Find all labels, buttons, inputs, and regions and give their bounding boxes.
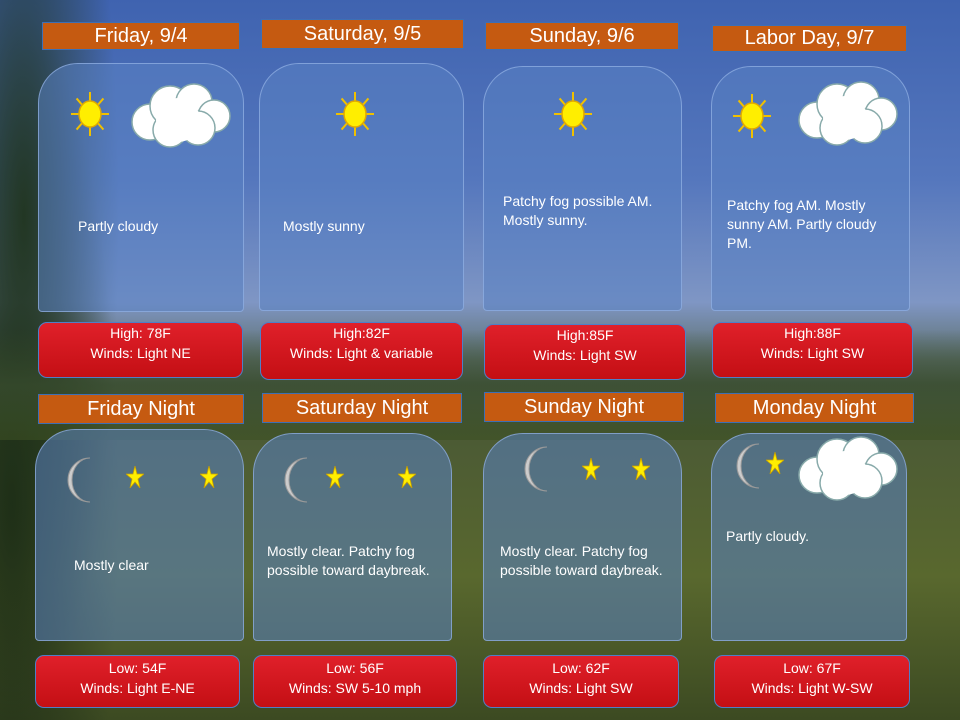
moon-icon (62, 455, 98, 510)
night-header: Saturday Night (262, 393, 462, 423)
day-description: Partly cloudy (78, 218, 159, 234)
moon-icon (519, 444, 555, 499)
day-description: Patchy fog AM. Mostly sunny AM. Partly c… (727, 197, 877, 251)
day-temperature-box: High:82F Winds: Light & variable (260, 322, 463, 380)
night-description: Mostly clear. Patchy fog possible toward… (267, 543, 430, 578)
low-temp: Low: 67F (783, 660, 841, 676)
high-temp: High:85F (556, 327, 614, 343)
high-temp: High: 78F (110, 325, 171, 341)
night-header: Sunday Night (484, 392, 684, 422)
day-temperature-box: High:85F Winds: Light SW (484, 324, 686, 380)
night-header: Monday Night (715, 393, 914, 423)
night-temperature-box: Low: 56F Winds: SW 5-10 mph (253, 655, 457, 708)
low-temp: Low: 62F (552, 660, 610, 676)
moon-icon (279, 455, 315, 510)
winds: Winds: Light SW (529, 680, 633, 696)
day-temperature-box: High: 78F Winds: Light NE (38, 322, 243, 378)
winds: Winds: Light SW (533, 347, 637, 363)
day-header: Friday, 9/4 (42, 22, 240, 50)
day-description: Patchy fog possible AM. Mostly sunny. (503, 193, 653, 228)
winds: Winds: SW 5-10 mph (288, 680, 422, 696)
sun-icon (553, 88, 593, 145)
winds: Winds: Light & variable (289, 345, 434, 361)
night-forecast-card (253, 433, 452, 641)
star-icon (630, 457, 652, 485)
night-header: Friday Night (38, 394, 244, 424)
night-description: Mostly clear (74, 557, 149, 573)
high-temp: High:88F (784, 325, 841, 341)
low-temp: Low: 56F (326, 660, 384, 676)
star-icon (198, 465, 220, 493)
night-temperature-box: Low: 62F Winds: Light SW (483, 655, 679, 708)
star-icon (764, 451, 786, 479)
cloud-icon (795, 80, 899, 151)
star-icon (580, 457, 602, 485)
day-header: Labor Day, 9/7 (712, 25, 907, 52)
night-description: Mostly clear. Patchy fog possible toward… (500, 543, 663, 578)
star-icon (396, 465, 418, 493)
winds: Winds: Light NE (90, 345, 191, 361)
star-icon (124, 465, 146, 493)
sun-icon (70, 88, 110, 145)
night-temperature-box: Low: 54F Winds: Light E-NE (35, 655, 240, 708)
winds: Winds: Light W-SW (751, 680, 873, 696)
low-temp: Low: 54F (108, 660, 167, 676)
moon-icon (731, 441, 767, 496)
day-header: Saturday, 9/5 (261, 19, 464, 49)
winds: Winds: Light SW (760, 345, 865, 361)
winds: Winds: Light E-NE (80, 680, 195, 696)
cloud-icon (128, 82, 232, 153)
day-temperature-box: High:88F Winds: Light SW (712, 322, 913, 378)
sun-icon (335, 88, 375, 145)
sun-icon (732, 90, 772, 147)
day-description: Mostly sunny (283, 218, 365, 234)
night-temperature-box: Low: 67F Winds: Light W-SW (714, 655, 910, 708)
high-temp: High:82F (333, 325, 390, 341)
star-icon (324, 465, 346, 493)
night-forecast-card (35, 429, 244, 641)
day-header: Sunday, 9/6 (485, 22, 679, 50)
night-description: Partly cloudy. (726, 528, 809, 544)
cloud-icon (795, 435, 899, 506)
night-forecast-card (483, 433, 682, 641)
